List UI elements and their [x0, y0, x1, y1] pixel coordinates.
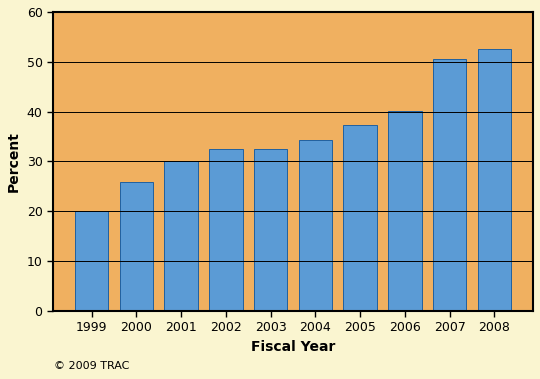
Bar: [119, 182, 153, 311]
Bar: [164, 161, 198, 311]
X-axis label: Fiscal Year: Fiscal Year: [251, 340, 335, 354]
Bar: [254, 149, 287, 311]
Bar: [75, 211, 109, 311]
Y-axis label: Percent: Percent: [7, 131, 21, 192]
Text: © 2009 TRAC: © 2009 TRAC: [54, 362, 130, 371]
Bar: [478, 49, 511, 311]
Bar: [433, 59, 467, 311]
Bar: [388, 111, 422, 311]
Bar: [299, 141, 332, 311]
Bar: [343, 125, 377, 311]
Bar: [209, 149, 242, 311]
